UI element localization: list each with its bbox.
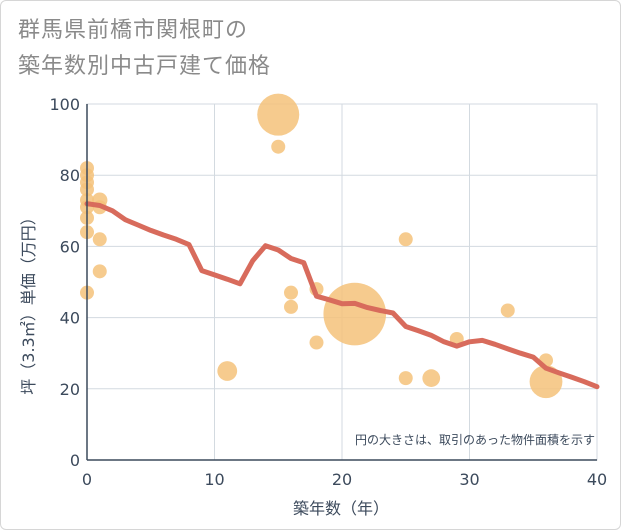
y-tick-label: 20 <box>60 380 80 399</box>
grid-lines <box>86 103 598 461</box>
chart-title-line-2: 築年数別中古戸建て価格 <box>18 54 272 79</box>
y-tick-label: 60 <box>60 237 80 256</box>
bubble-point <box>92 264 107 279</box>
y-tick-label: 80 <box>60 166 80 185</box>
x-tick-label: 0 <box>82 470 92 489</box>
y-tick-label: 0 <box>70 451 80 470</box>
bubble-point <box>398 371 413 386</box>
bubble-point <box>398 232 413 247</box>
trend-line-group <box>84 201 600 390</box>
bubble-point <box>92 232 107 247</box>
bubble-point <box>422 369 441 387</box>
x-axis-title: 築年数（年） <box>293 499 389 518</box>
bubble-series <box>80 93 563 399</box>
x-tick-label: 10 <box>204 470 224 489</box>
bubble-point <box>309 335 324 350</box>
y-tick-label: 100 <box>49 95 80 114</box>
bubble-point <box>323 282 387 346</box>
chart-title: 群馬県前橋市関根町の 築年数別中古戸建て価格 <box>18 13 271 85</box>
bubble-point <box>271 139 286 154</box>
trend-line <box>84 201 600 390</box>
x-tick-label: 30 <box>459 470 479 489</box>
bubble-point <box>500 303 515 318</box>
y-axis-title: 坪（3.3㎡）単価（万円） <box>19 209 38 394</box>
bubble-point <box>257 93 300 136</box>
axes: 0 20 40 60 80 100 0 10 20 30 40 <box>49 95 607 489</box>
chart-title-line-1: 群馬県前橋市関根町の <box>18 18 249 43</box>
y-tick-label: 40 <box>60 309 80 328</box>
size-note: 円の大きさは、取引のあった物件面積を示す <box>355 432 595 447</box>
x-tick-label: 20 <box>332 470 352 489</box>
bubble-point <box>284 285 298 300</box>
bubble-point <box>284 299 298 314</box>
bubble-point <box>217 361 238 381</box>
x-tick-label: 40 <box>587 470 607 489</box>
